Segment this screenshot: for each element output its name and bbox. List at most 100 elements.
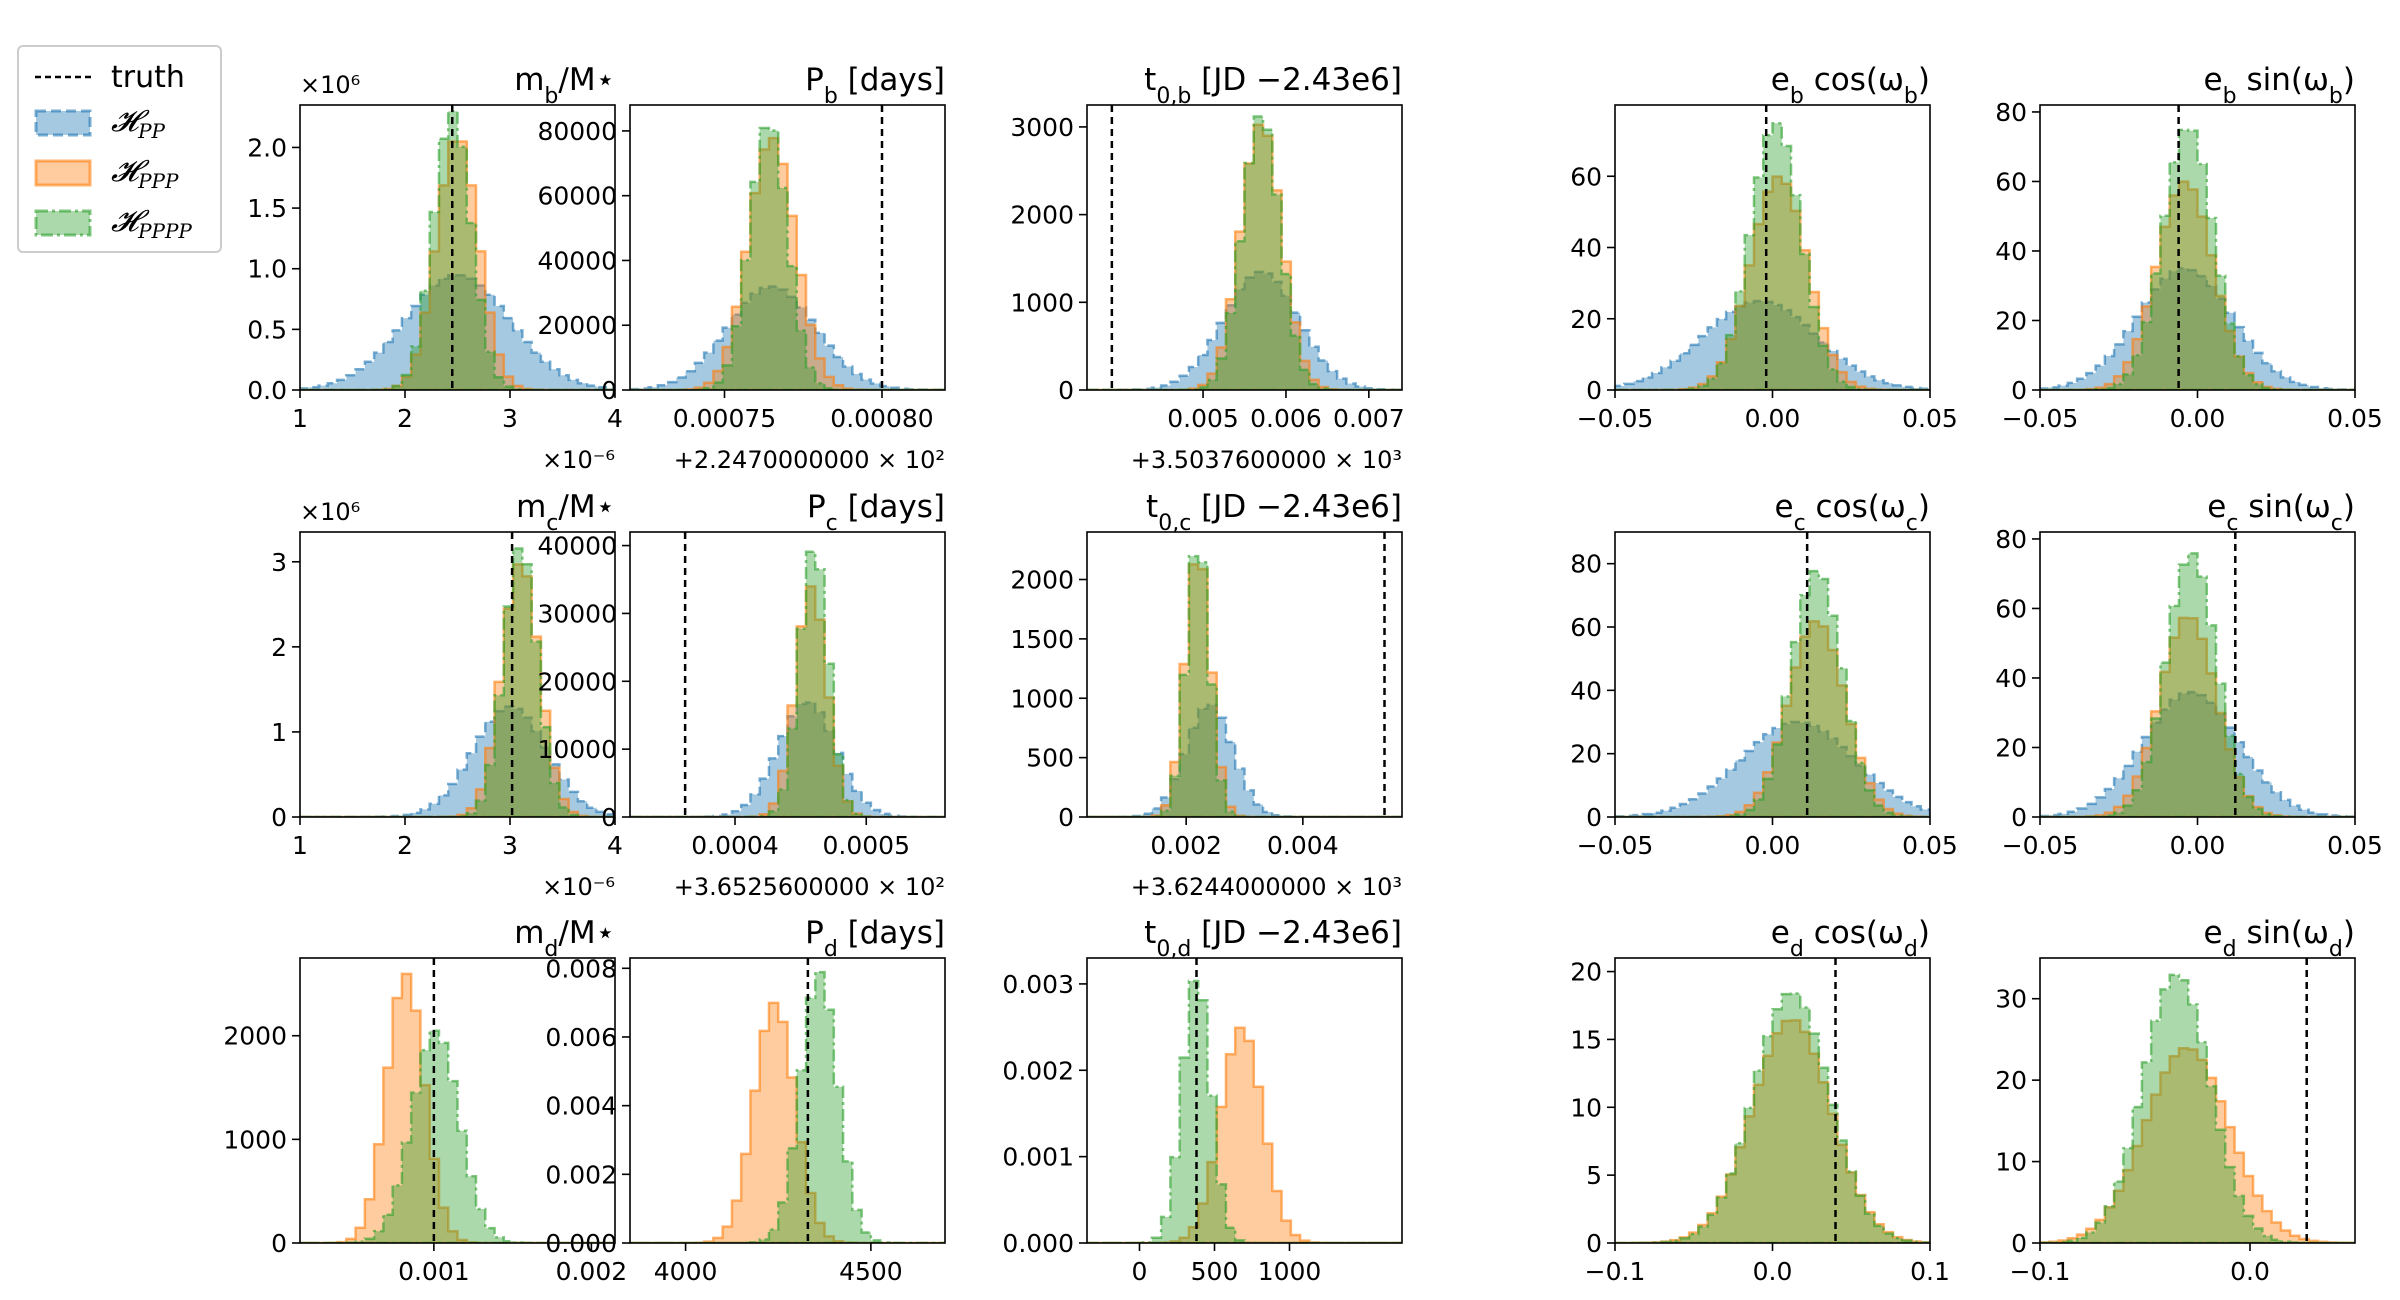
y-tick-label: 0	[601, 803, 617, 832]
panel-title: ec sin(ωc)	[2207, 489, 2355, 536]
histogram-PPPP	[2040, 552, 2355, 817]
histogram-PP	[1615, 299, 1930, 390]
axes-frame	[629, 104, 946, 391]
histogram-panel-0: 1 2 3 4 0.0 0.5 1.0 1.5 2.0 mb/M⋆ ×10⁶ ×10⁻⁶	[247, 62, 623, 474]
y-tick-label: 20	[1995, 306, 2027, 335]
y-tick-label: 0	[2011, 1229, 2027, 1258]
histogram-PP	[300, 273, 615, 390]
x-tick-label: −0.05	[2002, 404, 2079, 433]
histogram-panel-9: −0.05 0.00 0.05 0 20 40 60 80 ec sin(ωc)	[1995, 489, 2383, 860]
y-tick-label: 2000	[1010, 566, 1074, 595]
y-offset-label: ×10⁶	[300, 498, 360, 526]
x-tick-label: 0.0005	[823, 831, 910, 860]
histogram-PPPP	[1615, 569, 1930, 817]
histogram-PPPP	[2040, 128, 2355, 390]
y-tick-label: 1000	[223, 1125, 287, 1154]
y-tick-label: 1000	[1010, 288, 1074, 317]
y-tick-label: 80	[1995, 525, 2027, 554]
panel-title: ed sin(ωd)	[2204, 915, 2355, 962]
axes-frame	[299, 104, 616, 391]
y-tick-label: 0	[271, 1229, 287, 1258]
x-tick-label: 0.004	[1267, 831, 1339, 860]
legend-item-pp: 𝓗PP	[33, 103, 165, 143]
y-tick-label: 20	[1995, 733, 2027, 762]
legend-ppp-swatch	[34, 159, 92, 187]
y-tick-label: 30	[1995, 985, 2027, 1014]
x-offset-label: +2.2470000000 × 10²	[674, 446, 945, 474]
plot-area	[2040, 958, 2355, 1243]
panel-title: eb sin(ωb)	[2204, 62, 2355, 109]
panel-title: mc/M⋆	[516, 489, 615, 536]
y-tick-label: 10	[1995, 1148, 2027, 1177]
histogram-PP	[2040, 267, 2355, 390]
y-tick-label: 0.006	[545, 1023, 617, 1052]
x-tick-label: −0.05	[2002, 831, 2079, 860]
histogram-panel-3: −0.05 0.00 0.05 0 20 40 60 eb cos(ωb)	[1570, 62, 1958, 433]
histogram-PPPP	[630, 550, 945, 817]
x-offset-label: +3.6244000000 × 10³	[1131, 873, 1402, 901]
panel-title: ed cos(ωd)	[1771, 915, 1930, 962]
y-tick-label: 0	[271, 803, 287, 832]
x-tick-label: 2	[397, 831, 413, 860]
legend-pppp-swatch	[34, 209, 92, 237]
y-tick-label: 0.000	[545, 1229, 617, 1258]
y-tick-label: 60	[1995, 167, 2027, 196]
x-tick-label: 0.0004	[691, 831, 778, 860]
y-tick-label: 80000	[537, 117, 617, 146]
x-tick-label: 0.1	[1910, 1257, 1950, 1286]
histogram-panel-8: −0.05 0.00 0.05 0 20 40 60 80 ec cos(ωc)	[1570, 489, 1958, 860]
x-tick-label: 0.006	[1250, 404, 1322, 433]
legend-item-truth: truth	[33, 57, 185, 97]
plot-area	[1615, 105, 1930, 390]
panel-title: Pb [days]	[805, 62, 945, 109]
y-tick-label: 2000	[1010, 201, 1074, 230]
histogram-panel-1: 0.00075 0.00080 0 20000 40000 60000 80000 Pb [d…	[537, 62, 946, 474]
panel-title: md/M⋆	[514, 915, 615, 962]
x-tick-label: −0.05	[1577, 404, 1654, 433]
y-tick-label: 60000	[537, 182, 617, 211]
y-tick-label: 0	[1586, 376, 1602, 405]
y-tick-label: 40	[1995, 664, 2027, 693]
histogram-PP	[1087, 703, 1402, 817]
histogram-PPP	[1087, 1026, 1402, 1243]
histogram-panel-7: 0.002 0.004 0 500 1000 1500 2000 t0,c [JD −2.43…	[1010, 489, 1403, 901]
y-offset-label: ×10⁶	[300, 71, 360, 99]
y-tick-label: 0.002	[1002, 1056, 1074, 1085]
y-tick-label: 3	[271, 548, 287, 577]
y-tick-label: 0	[2011, 376, 2027, 405]
y-tick-label: 1000	[1010, 684, 1074, 713]
x-tick-label: 1	[292, 404, 308, 433]
x-tick-label: 3	[502, 831, 518, 860]
histogram-PP	[630, 285, 945, 390]
y-tick-label: 0.002	[545, 1160, 617, 1189]
plot-area	[1615, 958, 1930, 1243]
x-tick-label: 0.05	[1902, 831, 1958, 860]
legend-pp-sub: PP	[138, 118, 165, 143]
y-tick-label: 80	[1995, 98, 2027, 127]
x-tick-label: 0.001	[398, 1257, 470, 1286]
histogram-PPPP	[1615, 992, 1930, 1243]
y-tick-label: 0.5	[247, 315, 287, 344]
x-tick-label: 1000	[1258, 1257, 1322, 1286]
axes-frame	[629, 531, 946, 818]
x-tick-label: 4500	[839, 1257, 903, 1286]
y-tick-label: 2.0	[247, 133, 287, 162]
panel-title: eb cos(ωb)	[1771, 62, 1930, 109]
y-tick-label: 1	[271, 718, 287, 747]
y-tick-label: 40	[1570, 234, 1602, 263]
y-tick-label: 40	[1995, 237, 2027, 266]
plot-area	[1087, 105, 1402, 390]
histogram-panel-4: −0.05 0.00 0.05 0 20 40 60 80 eb sin(ωb)	[1995, 62, 2383, 433]
y-tick-label: 60	[1570, 613, 1602, 642]
y-tick-label: 15	[1570, 1025, 1602, 1054]
histogram-PPP	[2040, 1046, 2355, 1243]
panel-title: Pc [days]	[807, 489, 945, 536]
axes-frame	[1086, 957, 1403, 1244]
x-tick-label: 0.0	[1753, 1257, 1793, 1286]
y-tick-label: 2	[271, 633, 287, 662]
y-tick-label: 0.008	[545, 954, 617, 983]
legend-truth-label: truth	[111, 59, 185, 95]
y-tick-label: 20	[1570, 305, 1602, 334]
histogram-PPPP	[300, 547, 615, 817]
